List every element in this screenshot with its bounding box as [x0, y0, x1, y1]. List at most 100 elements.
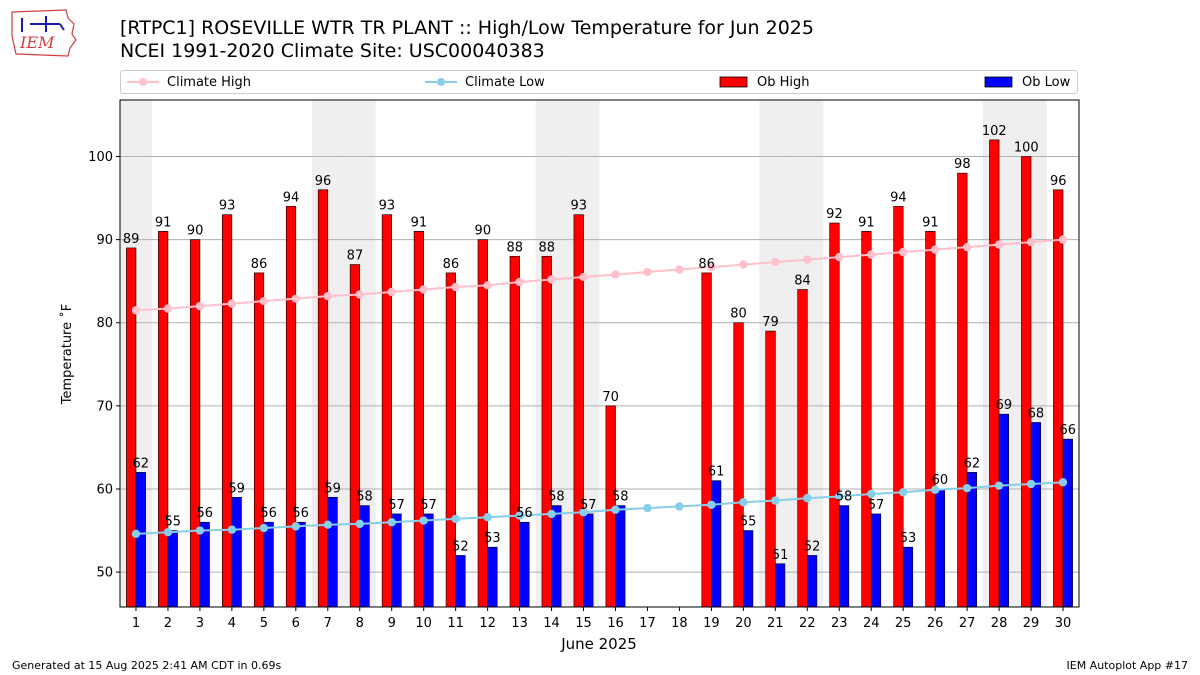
ob-high-bar	[765, 330, 776, 608]
climate-low-marker	[515, 511, 524, 520]
ob-low-label: 51	[772, 548, 789, 563]
ob-high-bar	[253, 272, 265, 608]
climate-low-marker	[451, 514, 460, 524]
app-credit: IEM Autoplot App #17	[1066, 659, 1189, 672]
ob-low-bar	[870, 513, 882, 608]
climate-high-marker	[643, 267, 652, 277]
ob-low-label: 59	[228, 481, 245, 496]
ob-high-bar	[893, 206, 904, 608]
legend-rect-ob-low	[984, 76, 1013, 88]
climate-high-marker	[994, 240, 1004, 249]
climate-high-marker	[451, 282, 460, 292]
ob-low-label: 56	[260, 506, 277, 521]
ob-high-bar	[1021, 156, 1032, 608]
logo-text: IEM	[19, 33, 55, 52]
ob-high-label: 94	[890, 190, 907, 205]
x-tick-label: 14	[543, 616, 560, 631]
climate-high-marker	[962, 242, 972, 252]
ob-low-label: 55	[164, 515, 181, 530]
ob-high-label: 87	[347, 249, 364, 264]
ob-low-bar	[775, 563, 786, 608]
ob-low-label: 58	[612, 490, 629, 505]
climate-high-marker	[707, 262, 716, 272]
ob-high-label: 90	[187, 224, 204, 239]
ob-low-label: 56	[516, 506, 533, 521]
x-tick-label: 8	[356, 616, 364, 631]
ob-high-bar	[158, 231, 169, 608]
legend-label-climate-high: Climate High	[167, 74, 252, 90]
ob-high-label: 96	[1050, 174, 1067, 189]
climate-high-marker	[739, 260, 748, 269]
ob-low-label: 52	[804, 539, 821, 554]
climate-low-marker	[195, 526, 205, 535]
legend-item-ob-high: Ob High	[719, 71, 810, 93]
climate-high-marker	[195, 301, 205, 311]
x-tick-label: 17	[639, 616, 656, 631]
ob-high-bar	[733, 322, 744, 608]
x-tick-label: 11	[447, 616, 464, 631]
ob-high-bar	[381, 214, 393, 608]
ob-high-label: 70	[602, 390, 619, 405]
x-tick-label: 9	[388, 616, 396, 631]
climate-high-marker	[131, 306, 141, 315]
x-tick-label: 3	[196, 616, 204, 631]
ob-low-label: 53	[900, 531, 917, 546]
climate-low-marker	[579, 508, 588, 517]
climate-low-marker	[227, 525, 237, 534]
climate-high-marker	[259, 296, 269, 306]
x-tick-label: 19	[703, 616, 720, 631]
ob-high-label: 79	[762, 315, 779, 330]
ob-low-label: 58	[836, 490, 853, 505]
climate-low-marker	[259, 523, 269, 533]
ob-low-bar	[902, 546, 914, 608]
generated-timestamp: Generated at 15 Aug 2025 2:41 AM CDT in …	[12, 659, 282, 672]
ob-high-label: 90	[475, 224, 492, 239]
legend-item-climate-high: Climate High	[127, 71, 251, 93]
ob-high-label: 102	[982, 124, 1007, 139]
legend-rect-ob-high	[719, 76, 748, 88]
ob-high-label: 91	[411, 215, 428, 230]
x-tick-label: 12	[479, 616, 496, 631]
climate-low-marker	[739, 498, 748, 507]
climate-low-marker	[387, 518, 396, 527]
climate-low-marker	[1058, 478, 1068, 487]
y-tick-label: 50	[96, 566, 113, 581]
climate-high-marker	[323, 291, 332, 301]
climate-high-marker	[387, 287, 396, 297]
ob-high-bar	[477, 239, 488, 608]
climate-high-marker	[675, 265, 684, 274]
climate-high-marker	[579, 272, 588, 282]
ob-low-label: 55	[740, 515, 757, 530]
climate-low-marker	[483, 513, 492, 522]
ob-low-label: 56	[292, 506, 309, 521]
climate-high-marker	[291, 294, 301, 303]
x-tick-label: 20	[735, 616, 752, 631]
climate-low-marker	[131, 529, 141, 539]
ob-high-label: 88	[507, 240, 524, 255]
ob-low-bar	[934, 488, 946, 608]
x-tick-label: 26	[927, 616, 944, 631]
ob-low-label: 69	[996, 398, 1013, 413]
x-tick-label: 2	[164, 616, 172, 631]
climate-low-marker	[355, 519, 364, 529]
y-tick-label: 100	[88, 150, 113, 165]
ob-high-bar	[797, 289, 808, 608]
ob-low-bar	[263, 521, 274, 608]
ob-high-label: 91	[922, 215, 939, 230]
ob-low-bar	[583, 513, 594, 608]
ob-high-label: 88	[538, 240, 555, 255]
ob-high-label: 93	[379, 199, 396, 214]
climate-high-marker	[1058, 235, 1068, 244]
legend: Climate High Climate Low Ob High Ob Low	[120, 70, 1078, 94]
ob-high-label: 89	[123, 232, 140, 247]
x-tick-label: 18	[671, 616, 688, 631]
climate-high-marker	[898, 247, 908, 257]
x-tick-label: 25	[895, 616, 912, 631]
ob-low-bar	[455, 555, 466, 608]
ob-high-label: 94	[283, 190, 300, 205]
climate-high-line	[135, 238, 1064, 312]
ob-low-bar	[1030, 422, 1041, 608]
ob-low-bar	[711, 480, 722, 608]
ob-high-label: 91	[858, 215, 875, 230]
climate-lines	[131, 235, 1068, 539]
